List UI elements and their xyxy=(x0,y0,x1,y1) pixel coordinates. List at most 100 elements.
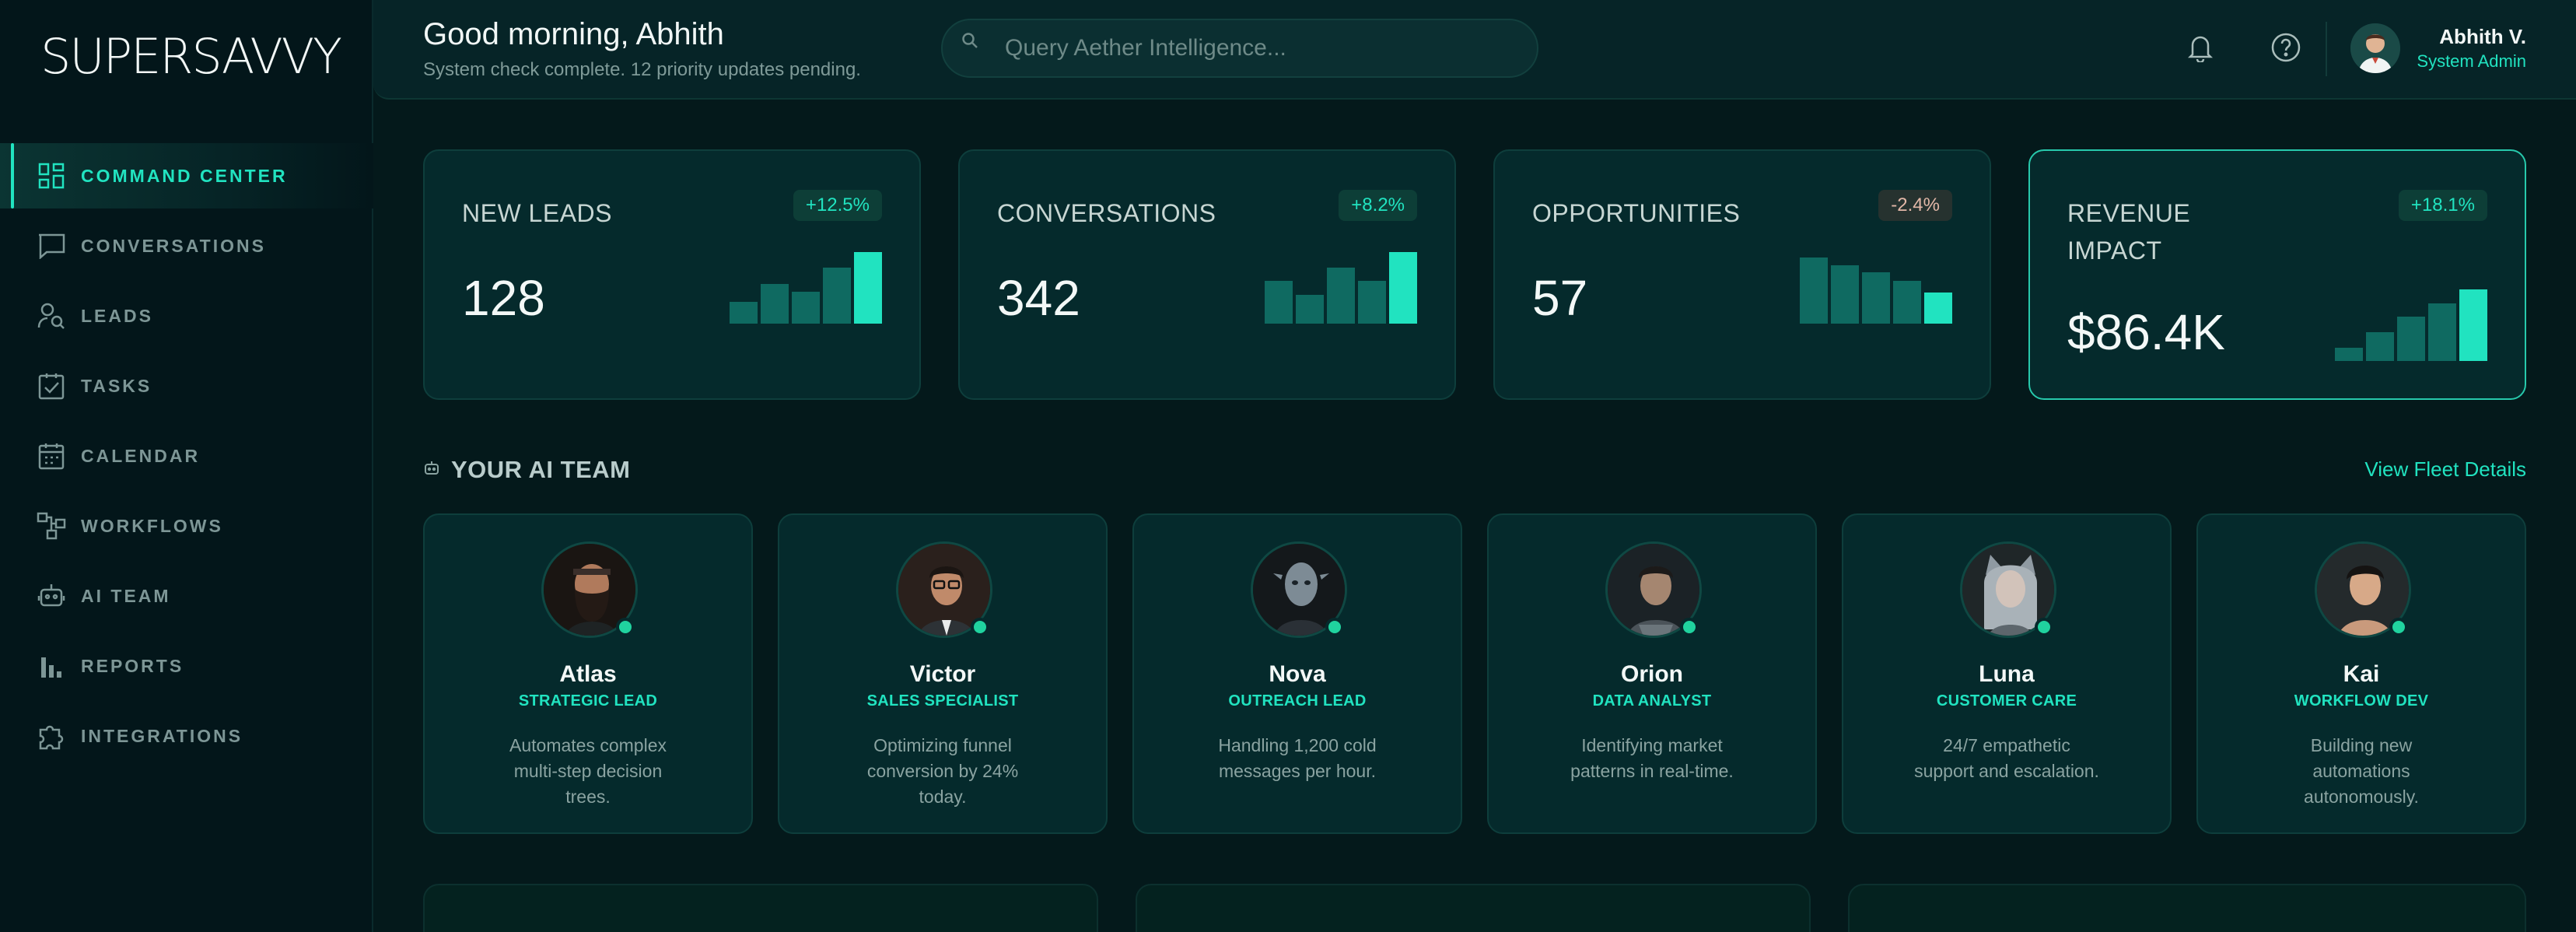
chat-icon xyxy=(36,230,67,261)
stat-card-revenue-impact[interactable]: REVENUE IMPACT +18.1% $86.4K xyxy=(2028,149,2526,400)
sparkline-bar xyxy=(1862,272,1890,324)
agent-role: WORKFLOW DEV xyxy=(2294,692,2429,710)
sparkline-bar xyxy=(2428,303,2456,361)
sidebar-item-ai-team[interactable]: AI TEAM xyxy=(0,563,373,629)
agent-description: Handling 1,200 cold messages per hour. xyxy=(1218,735,1377,781)
sidebar-item-command-center[interactable]: COMMAND CENTER xyxy=(0,143,373,208)
sparkline-bar xyxy=(854,252,882,324)
sidebar-item-tasks[interactable]: TASKS xyxy=(0,353,373,419)
search-icon xyxy=(961,32,983,54)
agent-description: Identifying market patterns in real-time… xyxy=(1570,735,1734,781)
online-status-dot xyxy=(616,618,635,636)
sidebar-item-integrations[interactable]: INTEGRATIONS xyxy=(0,703,373,769)
sidebar: SUPERSAVVY COMMAND CENTER CONVERSATIONS … xyxy=(0,0,373,932)
sparkline-bars xyxy=(2335,283,2487,361)
online-status-dot xyxy=(2389,618,2408,636)
sparkline-bar xyxy=(2335,348,2363,361)
sparkline-bar xyxy=(792,292,820,324)
top-header: Good morning, Abhith System check comple… xyxy=(373,0,2576,100)
sparkline-bar xyxy=(1389,252,1417,324)
sidebar-item-label: CALENDAR xyxy=(81,445,201,466)
agent-description: Building new automations autonomously. xyxy=(2304,735,2419,807)
stat-change-badge: +18.1% xyxy=(2398,190,2487,221)
agent-avatar xyxy=(1960,541,2056,638)
stat-label: REVENUE IMPACT xyxy=(2067,199,2191,265)
search-input[interactable] xyxy=(1005,35,1518,61)
sparkline-bar xyxy=(2397,317,2425,361)
agent-description: 24/7 empathetic support and escalation. xyxy=(1914,735,2099,781)
sidebar-item-calendar[interactable]: CALENDAR xyxy=(0,423,373,489)
sidebar-item-reports[interactable]: REPORTS xyxy=(0,633,373,699)
agent-name: Luna xyxy=(1979,661,2035,687)
agent-card-orion[interactable]: Orion DATA ANALYST Identifying market pa… xyxy=(1487,513,1817,834)
stat-card-conversations[interactable]: CONVERSATIONS +8.2% 342 xyxy=(958,149,1456,400)
stat-change-badge: +8.2% xyxy=(1339,190,1417,221)
stat-value: $86.4K xyxy=(2067,304,2225,360)
sparkline-bar xyxy=(761,284,789,324)
sidebar-item-leads[interactable]: LEADS xyxy=(0,283,373,349)
agent-name: Kai xyxy=(2343,661,2380,687)
sidebar-item-label: CONVERSATIONS xyxy=(81,235,266,256)
sidebar-item-conversations[interactable]: CONVERSATIONS xyxy=(0,213,373,279)
online-status-dot xyxy=(1680,618,1699,636)
search-bar[interactable] xyxy=(941,19,1538,78)
sidebar-item-label: REPORTS xyxy=(81,655,184,676)
user-avatar[interactable] xyxy=(2350,23,2400,73)
sparkline-bar xyxy=(1924,293,1952,324)
puzzle-icon xyxy=(36,720,67,752)
sidebar-item-workflows[interactable]: WORKFLOWS xyxy=(0,493,373,559)
agent-name: Victor xyxy=(909,661,976,687)
robot-icon xyxy=(36,580,67,611)
agent-card-atlas[interactable]: Atlas STRATEGIC LEAD Automates complex m… xyxy=(423,513,753,834)
sparkline-bar xyxy=(730,302,758,324)
help-button[interactable] xyxy=(2268,31,2304,67)
agent-name: Orion xyxy=(1621,661,1683,687)
agent-name: Nova xyxy=(1269,661,1326,687)
agent-role: SALES SPECIALIST xyxy=(866,692,1019,710)
stat-value: 57 xyxy=(1532,270,1588,326)
sparkline-bar xyxy=(1327,268,1355,324)
agent-role: CUSTOMER CARE xyxy=(1936,692,2077,710)
checkbox-icon xyxy=(36,370,67,401)
sparkline-bar xyxy=(823,268,851,324)
stat-label: NEW LEADS xyxy=(462,199,612,227)
ai-team-title: YOUR AI TEAM xyxy=(451,456,631,483)
agent-card-luna[interactable]: Luna CUSTOMER CARE 24/7 empathetic suppo… xyxy=(1842,513,2172,834)
greeting-title: Good morning, Abhith xyxy=(423,17,724,51)
sparkline-bar xyxy=(1831,265,1859,324)
bottom-panel-3 xyxy=(1848,884,2526,932)
calendar-icon xyxy=(36,440,67,471)
online-status-dot xyxy=(971,618,989,636)
stat-value: 342 xyxy=(997,270,1080,326)
agent-role: STRATEGIC LEAD xyxy=(518,692,658,710)
stat-change-badge: -2.4% xyxy=(1878,190,1952,221)
brand-logo[interactable]: SUPERSAVVY xyxy=(40,28,342,85)
agent-description: Automates complex multi-step decision tr… xyxy=(509,735,667,807)
sidebar-item-label: WORKFLOWS xyxy=(81,515,223,536)
stat-card-opportunities[interactable]: OPPORTUNITIES -2.4% 57 xyxy=(1493,149,1991,400)
sidebar-item-label: LEADS xyxy=(81,305,153,326)
stat-card-new-leads[interactable]: NEW LEADS +12.5% 128 xyxy=(423,149,921,400)
agent-card-kai[interactable]: Kai WORKFLOW DEV Building new automation… xyxy=(2196,513,2526,834)
user-name: Abhith V. xyxy=(2439,25,2526,48)
notification-button[interactable] xyxy=(2182,31,2218,67)
view-fleet-details-link[interactable]: View Fleet Details xyxy=(2364,457,2526,481)
sparkline-bar xyxy=(2459,289,2487,361)
sparkline-bar xyxy=(2366,332,2394,361)
user-search-icon xyxy=(36,300,67,331)
agent-card-victor[interactable]: Victor SALES SPECIALIST Optimizing funne… xyxy=(778,513,1108,834)
agent-card-nova[interactable]: Nova OUTREACH LEAD Handling 1,200 cold m… xyxy=(1132,513,1462,834)
sparkline-bars xyxy=(730,246,882,324)
greeting-subtitle: System check complete. 12 priority updat… xyxy=(423,59,861,80)
sidebar-item-label: INTEGRATIONS xyxy=(81,725,243,746)
agent-role: DATA ANALYST xyxy=(1592,692,1712,710)
grid-icon xyxy=(36,160,67,191)
robot-icon xyxy=(423,460,440,481)
stat-label: OPPORTUNITIES xyxy=(1532,199,1741,227)
sparkline-bars xyxy=(1265,246,1417,324)
sidebar-item-label: COMMAND CENTER xyxy=(81,165,288,186)
agent-role: OUTREACH LEAD xyxy=(1228,692,1367,710)
sparkline-bar xyxy=(1265,281,1293,324)
bottom-panel-2 xyxy=(1136,884,1811,932)
user-role: System Admin xyxy=(2417,51,2526,71)
